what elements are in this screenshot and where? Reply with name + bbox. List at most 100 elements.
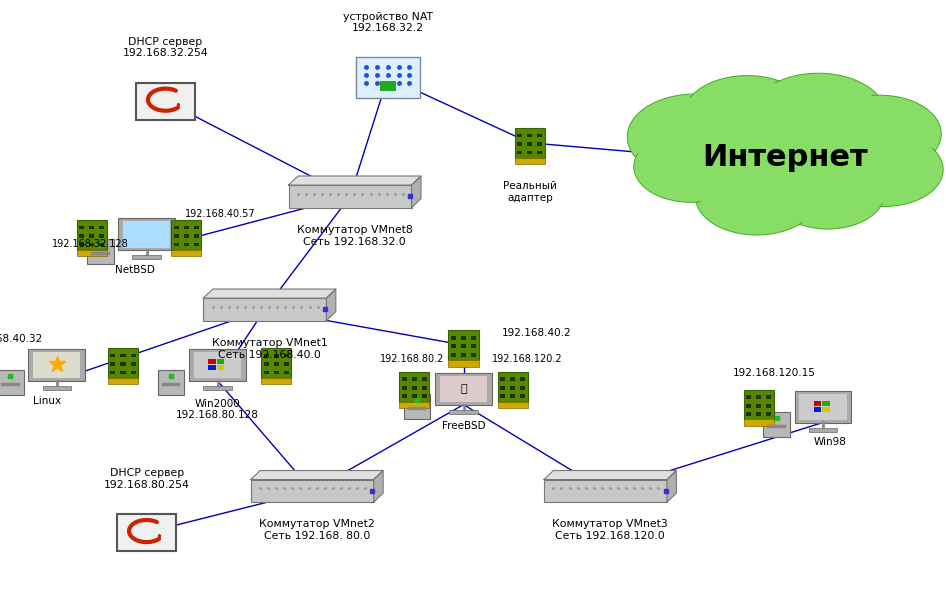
FancyBboxPatch shape [822,407,830,412]
FancyBboxPatch shape [412,394,417,398]
Polygon shape [374,471,383,502]
FancyBboxPatch shape [822,400,830,406]
FancyBboxPatch shape [1,383,20,386]
FancyBboxPatch shape [99,226,104,230]
FancyBboxPatch shape [174,234,179,238]
FancyBboxPatch shape [208,359,216,364]
FancyBboxPatch shape [284,362,289,366]
Text: DHCP сервер
192.168.80.254: DHCP сервер 192.168.80.254 [104,468,189,490]
FancyBboxPatch shape [251,480,374,502]
FancyBboxPatch shape [412,377,417,381]
FancyBboxPatch shape [120,371,126,374]
FancyBboxPatch shape [767,425,786,428]
FancyBboxPatch shape [515,158,545,164]
FancyBboxPatch shape [131,371,135,374]
FancyBboxPatch shape [120,353,126,358]
FancyBboxPatch shape [422,386,427,390]
FancyBboxPatch shape [422,377,427,381]
FancyBboxPatch shape [356,57,420,98]
FancyBboxPatch shape [756,395,762,399]
FancyBboxPatch shape [537,142,542,146]
FancyBboxPatch shape [517,151,522,154]
FancyBboxPatch shape [89,226,95,230]
FancyBboxPatch shape [261,348,291,378]
Circle shape [700,161,814,232]
FancyBboxPatch shape [43,386,71,390]
FancyBboxPatch shape [814,407,821,412]
FancyBboxPatch shape [461,336,466,340]
FancyBboxPatch shape [756,404,762,408]
FancyBboxPatch shape [99,243,104,246]
FancyBboxPatch shape [544,480,667,502]
FancyBboxPatch shape [500,377,505,381]
FancyBboxPatch shape [471,336,476,340]
FancyBboxPatch shape [203,386,232,390]
FancyBboxPatch shape [471,353,476,356]
FancyBboxPatch shape [756,412,762,416]
FancyBboxPatch shape [448,330,479,360]
FancyBboxPatch shape [91,252,110,255]
Circle shape [695,158,818,235]
Text: Коммутатор VMnet2
Сеть 192.168. 80.0: Коммутатор VMnet2 Сеть 192.168. 80.0 [259,519,375,541]
FancyBboxPatch shape [194,234,199,238]
FancyBboxPatch shape [77,220,107,250]
FancyBboxPatch shape [537,133,542,137]
FancyBboxPatch shape [194,243,199,246]
FancyBboxPatch shape [527,142,533,146]
FancyBboxPatch shape [131,353,135,358]
FancyBboxPatch shape [284,371,289,374]
FancyBboxPatch shape [461,345,466,348]
FancyBboxPatch shape [284,353,289,358]
FancyBboxPatch shape [471,345,476,348]
FancyBboxPatch shape [99,234,104,238]
Polygon shape [289,176,421,185]
Text: FreeBSD: FreeBSD [442,421,485,431]
Circle shape [633,98,758,176]
FancyBboxPatch shape [273,371,279,374]
FancyBboxPatch shape [108,348,138,378]
FancyBboxPatch shape [123,221,170,248]
FancyBboxPatch shape [461,353,466,356]
Text: Win2000
192.168.80.128: Win2000 192.168.80.128 [176,399,259,420]
FancyBboxPatch shape [809,428,837,432]
FancyBboxPatch shape [746,412,751,416]
FancyBboxPatch shape [117,514,176,551]
FancyBboxPatch shape [766,412,771,416]
Circle shape [750,73,886,159]
Polygon shape [326,289,336,321]
FancyBboxPatch shape [79,243,84,246]
Text: DHCP сервер
192.168.32.254: DHCP сервер 192.168.32.254 [123,37,208,58]
FancyBboxPatch shape [402,377,407,381]
FancyBboxPatch shape [217,359,224,364]
FancyBboxPatch shape [766,395,771,399]
Circle shape [831,136,938,203]
Circle shape [756,77,881,155]
Circle shape [688,79,807,154]
Text: 🌳: 🌳 [460,384,467,394]
FancyBboxPatch shape [28,349,85,381]
FancyBboxPatch shape [500,394,505,398]
FancyBboxPatch shape [510,394,516,398]
FancyBboxPatch shape [422,394,427,398]
FancyBboxPatch shape [520,394,525,398]
Polygon shape [412,176,421,208]
FancyBboxPatch shape [171,250,201,256]
Text: Коммутатор VMnet1
Сеть 192.168.40.0: Коммутатор VMnet1 Сеть 192.168.40.0 [212,338,327,359]
Polygon shape [251,471,383,480]
FancyBboxPatch shape [118,218,175,250]
Polygon shape [544,471,676,480]
FancyBboxPatch shape [451,345,456,348]
FancyBboxPatch shape [87,239,114,264]
Text: устройство NAT
192.168.32.2: устройство NAT 192.168.32.2 [342,12,433,33]
FancyBboxPatch shape [194,226,199,230]
FancyBboxPatch shape [194,352,241,378]
FancyBboxPatch shape [440,376,487,402]
FancyBboxPatch shape [108,378,138,384]
FancyBboxPatch shape [162,383,181,386]
Circle shape [823,98,937,170]
FancyBboxPatch shape [510,377,516,381]
FancyBboxPatch shape [184,226,189,230]
FancyBboxPatch shape [527,151,533,154]
Circle shape [776,161,880,226]
FancyBboxPatch shape [273,362,279,366]
